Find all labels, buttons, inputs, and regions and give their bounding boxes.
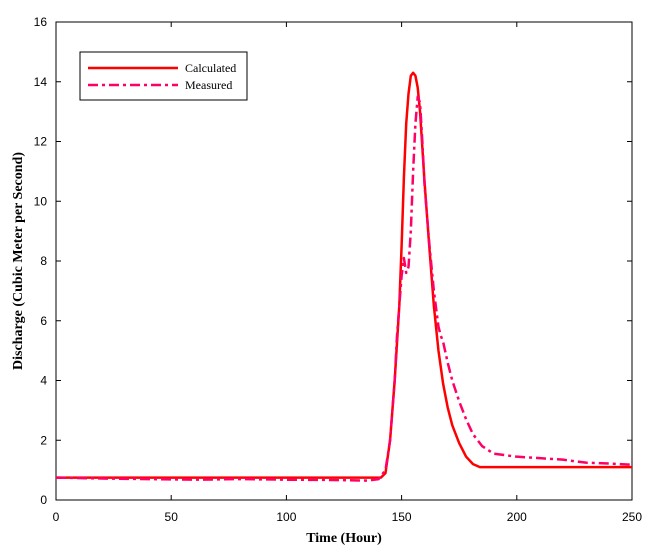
x-tick-label: 150: [392, 510, 412, 524]
y-axis-title: Discharge (Cubic Meter per Second): [11, 152, 26, 370]
series-line-measured: [55, 95, 633, 482]
y-tick-label: 2: [40, 433, 47, 447]
x-tick-label: 0: [53, 510, 60, 524]
y-tick-label: 8: [40, 254, 47, 268]
legend: Calculated Measured: [79, 51, 248, 101]
y-tick-label: 16: [34, 15, 48, 29]
x-tick-label: 250: [622, 510, 642, 524]
x-tick-label: 50: [165, 510, 179, 524]
x-axis-title: Time (Hour): [306, 531, 382, 546]
series-line-calculated: [56, 71, 632, 479]
legend-label-measured: Measured: [185, 78, 232, 92]
x-tick-label: 100: [276, 510, 296, 524]
legend-label-calculated: Calculated: [185, 61, 236, 75]
y-tick-label: 4: [40, 374, 47, 388]
y-tick-label: 10: [34, 194, 48, 208]
y-tick-label: 14: [34, 75, 48, 89]
series-lines: [55, 71, 633, 482]
y-tick-label: 12: [34, 135, 48, 149]
y-tick-label: 0: [40, 493, 47, 507]
y-tick-label: 6: [40, 314, 47, 328]
axis-ticks: 0 50 100 150 200 250 0 2 4 6 8 10 12 14 16: [34, 15, 643, 524]
legend-box: [79, 51, 248, 101]
x-tick-label: 200: [507, 510, 527, 524]
